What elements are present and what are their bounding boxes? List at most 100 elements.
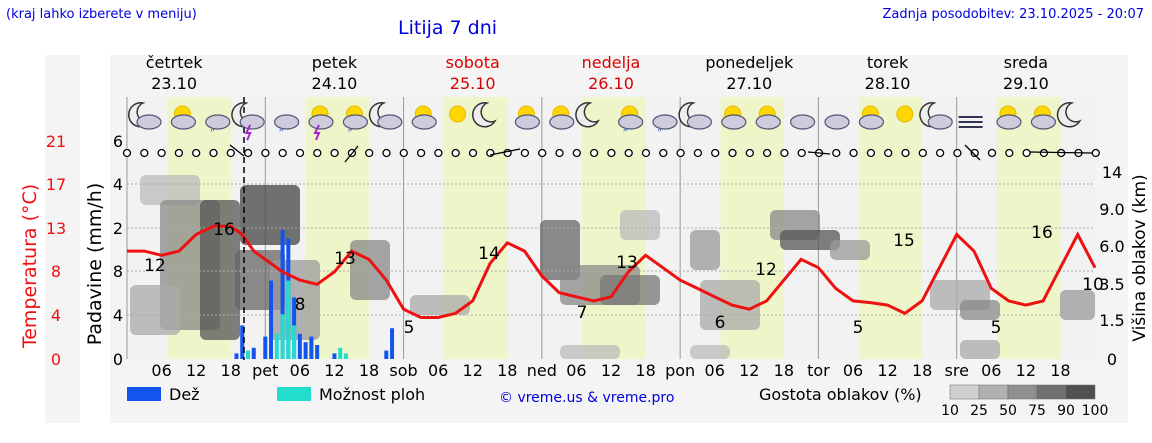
temperature-axis-label: Temperatura (°C) [19,184,41,349]
showers-bar [274,333,279,359]
rain-bar [251,347,256,359]
cloud-shape [755,114,781,130]
rain-bar [269,280,274,359]
temperature-value-label: 14 [478,244,500,264]
sun-shape [449,105,467,123]
wind-calm-marker [589,148,599,158]
sun-icon [449,105,467,123]
moon-shape [575,102,601,128]
precip-tick-label: 0 [113,350,123,369]
cloud-shape [824,114,850,130]
cloud-icon [824,114,850,130]
sun-cloud-icon [755,105,781,130]
cloud-patch [240,185,300,245]
copyright-link[interactable]: © vreme.us & vreme.pro [499,390,674,406]
sun-shape [896,105,914,123]
temperature-line [127,224,1097,319]
cloud-shape [858,114,885,130]
rain-drops: ” [657,128,662,139]
wind-calm-marker [468,148,478,158]
cloud-icon [789,114,816,130]
showers-bar [246,350,250,359]
wind-calm-marker [261,148,270,158]
x-tick-label: 06 [843,361,863,380]
temperature-value-label: 10 [1082,275,1104,295]
wind-calm-marker [693,148,703,158]
rain-bar [234,353,239,359]
cloud-patch [140,175,200,205]
temperature-value-label: 5 [404,318,415,338]
wind-calm-marker [365,148,374,158]
showers-legend-label: Možnost ploh [319,385,425,404]
day-name: nedelja [582,53,641,72]
cloud-shape [274,114,300,130]
wind-calm-marker [192,148,201,158]
rain-bar [390,328,395,359]
showers-bar [343,353,348,359]
cloud-patch [350,240,390,300]
temperature-value-label: 8 [295,295,306,315]
wind-calm-marker [780,148,789,158]
rain-cloud-icon: ” [274,114,300,139]
wind-barb [1029,151,1093,154]
rain-legend-swatch [127,387,161,401]
temperature-value-label: 6 [715,313,726,333]
density-swatch [1036,384,1067,400]
x-tick-label: 18 [221,361,241,380]
cloud-height-tick-label: 0 [1107,350,1117,369]
moon-shape [472,102,497,128]
region-menu-note[interactable]: (kraj lahko izberete v meniju) [6,7,197,22]
day-name: četrtek [146,53,204,72]
x-tick-label: 06 [705,361,725,380]
day-date: 25.10 [450,74,496,93]
fog-icon [958,116,983,128]
wind-calm-marker [416,148,426,158]
precip-tick-label: 4 [113,175,123,194]
day-date: 26.10 [588,74,634,93]
sun-cloud-icon [411,105,437,130]
lightning-shape [313,124,321,141]
wind-calm-marker [1022,148,1031,158]
day-date: 27.10 [726,74,772,93]
wind-calm-marker [226,148,235,158]
density-level-label: 10 [941,403,959,419]
cloud-patch [600,275,660,305]
sun-cloud-icon [996,105,1022,130]
wind-calm-marker [382,148,391,158]
cloud-shape [205,114,231,130]
cloud-shape [996,114,1022,130]
wind-calm-marker [624,148,633,158]
temperature-value-label: 16 [213,220,235,240]
density-level-label: 25 [970,403,988,419]
x-tick-label: 06 [290,361,310,380]
x-axis-ticks: 06 12 18 pet 06 12 18 sob 06 12 18 ned 06 12 18 pon 06 12… [151,361,1070,380]
sun-cloud-icon [549,105,575,130]
wind-calm-marker [676,148,685,158]
x-tick-label: 18 [635,361,655,380]
sun-rain-icon: ” [617,105,644,139]
cloud-patch [620,210,660,240]
moon-cloud-icon [678,102,713,130]
precip-tick-label: 2 [113,219,123,238]
cloud-patch [1060,290,1095,320]
precip-tick-label: 6 [113,132,123,151]
sun-icon [896,105,914,123]
day-headers: četrtek 23.10 petek 24.10 sobota 25.10 nedelja… [146,53,1049,93]
temperature-value-label: 12 [144,256,166,276]
x-tick-label: 06 [566,361,586,380]
wind-calm-marker [866,148,876,158]
wind-calm-marker [278,148,287,158]
cloud-patch [960,340,1000,359]
x-tick-label: sre [945,361,969,380]
density-level-label: 100 [1082,403,1109,419]
x-tick-label: 18 [497,361,517,380]
cloud-shape [927,114,953,130]
moon-icon [472,102,497,128]
cloud-height-tick-label: 6.0 [1099,237,1124,256]
temperature-value-label: 15 [893,231,915,251]
rain-bar [332,353,337,359]
rain-drops: ” [279,128,284,139]
wind-calm-marker [832,148,841,158]
left-axis-ticks: 0 4 8 13 17 21 0 4 8 2 4 6 [46,132,123,369]
